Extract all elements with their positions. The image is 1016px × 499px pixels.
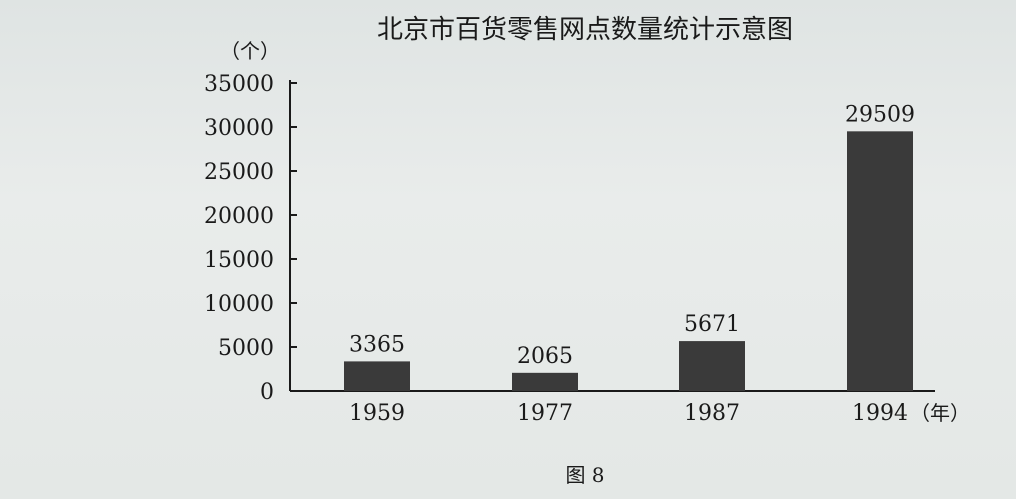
chart-title: 北京市百货零售网点数量统计示意图 xyxy=(377,15,793,45)
y-tick-label: 0 xyxy=(260,380,274,405)
y-tick-label: 25000 xyxy=(204,160,274,185)
bar-1987 xyxy=(679,341,745,391)
bars: 3365 1959 2065 1977 5671 1987 29509 1994 xyxy=(344,102,915,426)
y-tick-label: 5000 xyxy=(218,336,274,361)
y-tick-label: 20000 xyxy=(204,204,274,229)
y-tick-label: 15000 xyxy=(204,248,274,273)
y-axis-ticks: 0 5000 10000 15000 20000 25000 30000 35000 xyxy=(204,72,297,405)
bar-1994 xyxy=(847,131,913,391)
bar-value-label-1977: 2065 xyxy=(517,344,573,369)
x-category-label-1987: 1987 xyxy=(684,401,740,426)
y-tick-label: 35000 xyxy=(204,72,274,97)
bar-value-label-1994: 29509 xyxy=(845,102,915,127)
x-category-label-1959: 1959 xyxy=(349,401,405,426)
x-category-label-1977: 1977 xyxy=(517,401,573,426)
y-tick-label: 10000 xyxy=(204,292,274,317)
figure-caption: 图 8 xyxy=(565,463,604,487)
x-category-label-1994: 1994 xyxy=(852,401,908,426)
y-axis-unit-label: （个） xyxy=(220,39,280,63)
bar-value-label-1959: 3365 xyxy=(349,332,405,357)
y-tick-label: 30000 xyxy=(204,116,274,141)
bar-value-label-1987: 5671 xyxy=(684,312,740,337)
bar-1959 xyxy=(344,361,410,391)
bar-1977 xyxy=(512,373,578,391)
x-axis-unit-label: （年） xyxy=(910,401,970,425)
